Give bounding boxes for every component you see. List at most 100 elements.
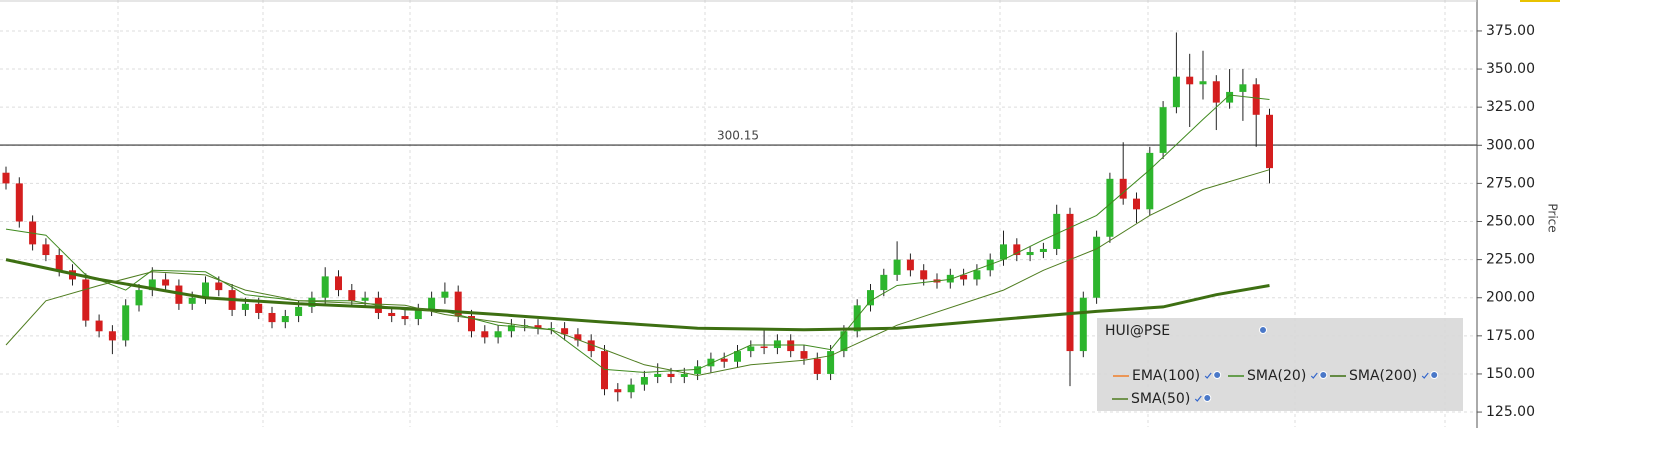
candle-body — [534, 325, 542, 329]
candle-body — [108, 331, 116, 341]
candle-body — [813, 358, 821, 374]
legend-label[interactable]: SMA(20) — [1247, 368, 1306, 384]
candle-body — [361, 297, 369, 301]
legend-toggle[interactable] — [1421, 372, 1429, 379]
candle-body — [1172, 76, 1180, 108]
legend-toggle[interactable] — [1310, 372, 1318, 379]
y-tick-label: 125.00 — [1486, 404, 1535, 420]
candle-body — [175, 285, 183, 304]
candle-body — [295, 306, 303, 317]
candle-body — [1212, 81, 1220, 103]
candle-body — [388, 312, 396, 317]
candle-body — [946, 274, 954, 283]
legend-title: HUI@PSE — [1105, 323, 1170, 339]
y-axis-title: Price — [1546, 203, 1560, 232]
legend-settings[interactable] — [1319, 371, 1328, 379]
candle-body — [454, 291, 462, 317]
candle-body — [148, 279, 156, 291]
candle-body — [348, 290, 356, 301]
candle-body — [1266, 114, 1273, 169]
candle-body — [468, 316, 475, 332]
candle-body — [654, 373, 662, 377]
candle-body — [906, 259, 914, 271]
candle-body — [773, 340, 781, 349]
y-tick-label: 150.00 — [1486, 366, 1535, 382]
candle-body — [1186, 76, 1194, 85]
legend-settings[interactable] — [1430, 371, 1439, 379]
candle-body — [587, 340, 595, 352]
y-tick-label: 325.00 — [1486, 99, 1535, 115]
candle-body — [694, 366, 702, 374]
candle-body — [1039, 248, 1047, 252]
candle-body — [202, 282, 209, 298]
candle-body — [1199, 81, 1207, 85]
candle-body — [255, 303, 263, 313]
y-tick-label: 250.00 — [1486, 214, 1535, 230]
candle-body — [1079, 297, 1087, 352]
legend-settings[interactable] — [1259, 326, 1267, 334]
candle-body — [335, 276, 342, 291]
candle-body — [574, 334, 582, 341]
candle-body — [122, 305, 130, 341]
candle-body — [481, 331, 489, 338]
legend-toggle[interactable] — [1204, 372, 1212, 379]
candle-body — [494, 331, 502, 338]
candle-body — [973, 270, 981, 280]
legend-settings[interactable] — [1203, 394, 1212, 402]
y-tick-label: 275.00 — [1486, 175, 1535, 191]
candle-body — [1053, 213, 1061, 249]
overlay-line — [5, 94, 1270, 373]
reference-label: 300.15 — [717, 129, 759, 143]
candle-body — [215, 282, 223, 291]
candle-body — [920, 270, 928, 280]
candle-body — [1226, 91, 1234, 103]
candle-body — [853, 305, 861, 332]
legend-label[interactable]: EMA(100) — [1132, 368, 1200, 384]
candle-body — [1252, 84, 1260, 115]
legend-toggle[interactable] — [1194, 395, 1202, 402]
candle-body — [627, 384, 635, 393]
candle-body — [1066, 213, 1074, 352]
candle-body — [667, 373, 675, 377]
candle-body — [82, 279, 90, 321]
candle-body — [42, 244, 50, 256]
candle-body — [734, 351, 741, 362]
y-tick-label: 350.00 — [1486, 61, 1535, 77]
candle-body — [787, 340, 795, 352]
candle-body — [680, 373, 688, 377]
overlay-line — [5, 258, 1270, 332]
candle-body — [321, 276, 329, 298]
legend-settings[interactable] — [1213, 371, 1222, 379]
candle-body — [800, 351, 808, 359]
candle-body — [1133, 198, 1140, 210]
candle-body — [1159, 107, 1167, 153]
candle-body — [893, 259, 901, 275]
candle-body — [1093, 236, 1101, 298]
candle-body — [241, 303, 249, 310]
candle-body — [414, 309, 422, 320]
candle-body — [1146, 152, 1154, 210]
candle-body — [840, 331, 848, 352]
candle-body — [1119, 178, 1127, 199]
candle-body — [1239, 84, 1247, 92]
candle-body — [441, 291, 449, 298]
candle-body — [15, 183, 23, 222]
candle-body — [640, 376, 648, 385]
candle-body — [1013, 244, 1021, 256]
candle-body — [308, 297, 316, 307]
plot: 300.15 — [0, 32, 1477, 402]
legend-label[interactable]: SMA(200) — [1349, 368, 1417, 384]
candle-body — [880, 274, 888, 291]
legend-label[interactable]: SMA(50) — [1131, 391, 1190, 407]
candle-body — [827, 351, 835, 374]
overlay-line — [5, 169, 1270, 377]
candle-body — [561, 328, 569, 335]
candle-body — [960, 274, 968, 280]
candle-body — [55, 255, 63, 271]
candle-body — [188, 297, 196, 304]
candle-body — [268, 312, 276, 323]
candle-body — [95, 320, 103, 332]
candle-body — [614, 389, 622, 393]
candle-body — [707, 358, 715, 367]
